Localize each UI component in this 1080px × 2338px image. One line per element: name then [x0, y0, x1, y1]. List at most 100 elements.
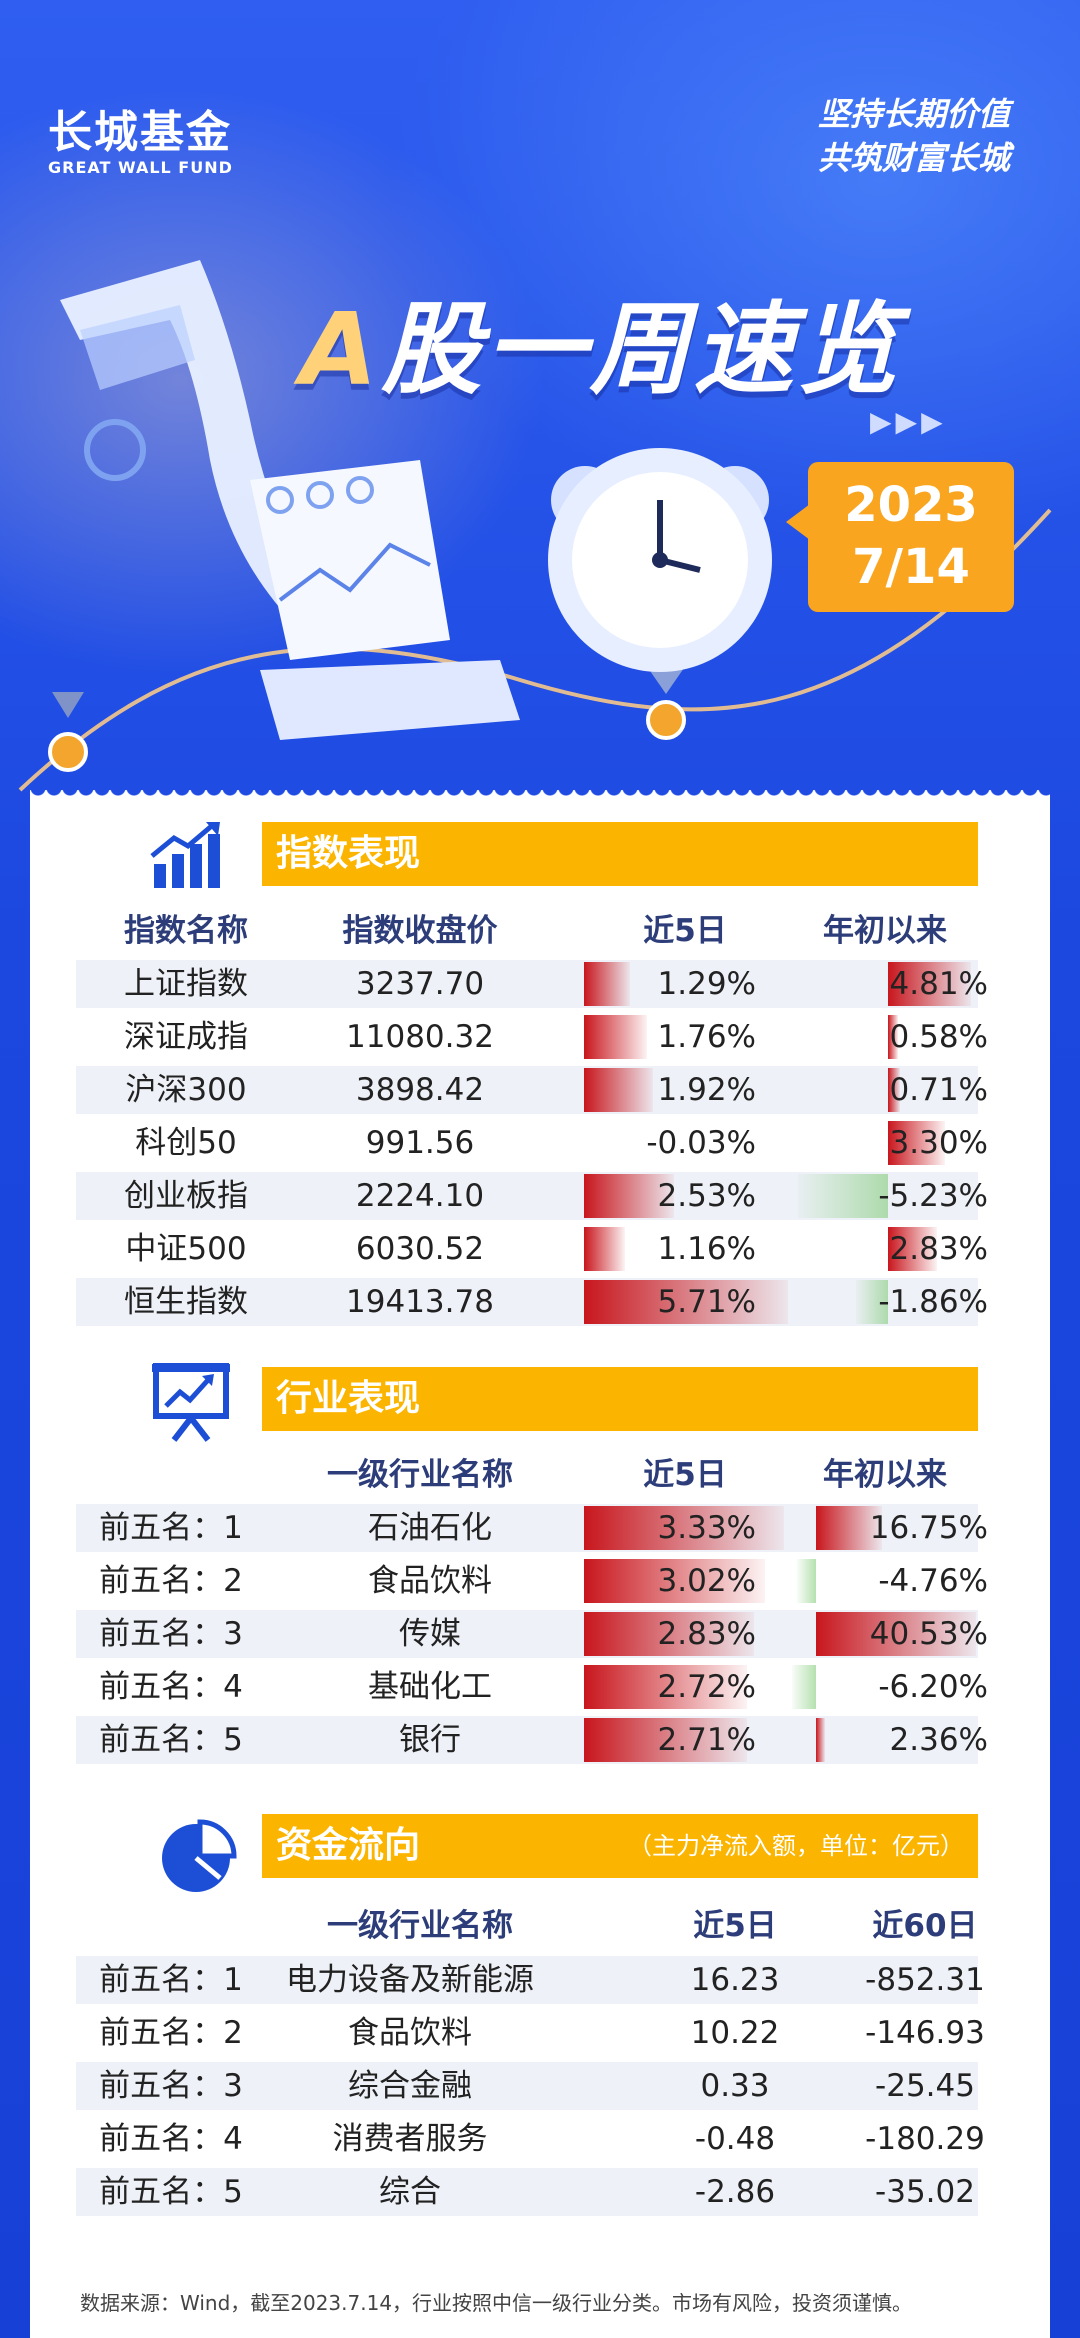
ytd-bar	[816, 1718, 826, 1762]
flow-cell-rank: 前五名：5	[99, 2174, 243, 2210]
index-cell-ytd: -5.23%	[878, 1178, 988, 1214]
industry-cell-rank: 前五名：2	[99, 1563, 243, 1599]
ytd-bar	[855, 1280, 888, 1324]
section-index-title: 指数表现	[262, 822, 978, 886]
table-row: 创业板指 2224.10 2.53% -5.23%	[76, 1172, 988, 1220]
page-title-prefix: A	[300, 291, 382, 408]
industry-cell-w5: 3.02%	[657, 1563, 756, 1599]
table-row: 前五名：5 银行 2.71% 2.36%	[76, 1716, 988, 1764]
flow-cell-d60: -25.45	[875, 2068, 975, 2104]
index-cell-close: 991.56	[365, 1125, 475, 1161]
index-cell-ytd: 4.81%	[889, 966, 988, 1002]
industry-cell-w5: 2.83%	[657, 1616, 756, 1652]
date-year: 2023	[844, 477, 978, 533]
table-row: 前五名：4 基础化工 2.72% -6.20%	[76, 1663, 988, 1711]
flow-header-col-2: 近60日	[872, 1908, 978, 1944]
index-cell-ytd: 0.71%	[889, 1072, 988, 1108]
flow-cell-rank: 前五名：2	[99, 2015, 243, 2051]
play-arrows-icon: ▶▶▶	[870, 405, 947, 438]
table-row: 前五名：3 传媒 2.83% 40.53%	[76, 1610, 988, 1658]
ytd-bar	[791, 1665, 816, 1709]
date-badge: 2023 7/14	[786, 462, 1014, 612]
index-cell-close: 2224.10	[355, 1178, 485, 1214]
pie-chart-icon	[162, 1819, 237, 1892]
flow-cell-d60: -180.29	[865, 2121, 985, 2157]
table-row: 科创50 991.56 -0.03% 3.30%	[76, 1119, 988, 1167]
flow-header-col-1: 近5日	[693, 1908, 777, 1944]
section-flow-title: 资金流向 （主力净流入额，单位：亿元）	[262, 1814, 978, 1878]
w5-bar	[584, 1015, 647, 1059]
industry-cell-name: 传媒	[399, 1616, 461, 1652]
date-day: 7/14	[852, 539, 970, 595]
industry-cell-name: 食品饮料	[368, 1563, 492, 1599]
section-industry-title: 行业表现	[262, 1367, 978, 1431]
section-flow-title-text: 资金流向	[276, 1825, 421, 1866]
flow-cell-rank: 前五名：1	[99, 1962, 243, 1998]
flow-header-col-0: 一级行业名称	[327, 1908, 513, 1944]
index-cell-w5: -0.03%	[646, 1125, 756, 1161]
index-cell-close: 19413.78	[346, 1284, 494, 1320]
index-header-col-0: 指数名称	[124, 913, 248, 949]
industry-cell-w5: 2.72%	[657, 1669, 756, 1705]
bar-chart-growth-icon	[150, 822, 220, 888]
table-row: 前五名：5 综合 -2.86 -35.02	[76, 2168, 978, 2216]
index-header-col-1: 指数收盘价	[342, 913, 498, 949]
brand-name-en: GREAT WALL FUND	[48, 158, 233, 177]
index-cell-name: 深证成指	[124, 1019, 248, 1055]
industry-cell-ytd: 2.36%	[889, 1722, 988, 1758]
industry-cell-w5: 3.33%	[657, 1510, 756, 1546]
industry-cell-ytd: 40.53%	[869, 1616, 988, 1652]
slogan: 坚持长期价值 共筑财富长城	[818, 92, 1010, 180]
flow-cell-w5: 0.33	[700, 2068, 770, 2104]
index-cell-close: 6030.52	[355, 1231, 485, 1267]
flow-cell-rank: 前五名：4	[99, 2121, 243, 2157]
flow-cell-name: 综合金融	[348, 2068, 472, 2104]
industry-cell-rank: 前五名：5	[99, 1722, 243, 1758]
decorative-illustration	[18, 260, 1052, 792]
table-row: 上证指数 3237.70 1.29% 4.81%	[76, 960, 988, 1008]
w5-bar	[584, 1280, 788, 1324]
index-header-col-3: 年初以来	[823, 913, 947, 949]
table-row: 前五名：1 石油石化 3.33% 16.75%	[76, 1504, 988, 1552]
w5-bar	[584, 1718, 747, 1762]
brand-logo: 长城基金 GREAT WALL FUND	[48, 107, 233, 178]
industry-cell-w5: 2.71%	[657, 1722, 756, 1758]
w5-bar	[584, 1174, 675, 1218]
slogan-line-2: 共筑财富长城	[817, 139, 1010, 177]
table-row: 中证500 6030.52 1.16% 2.83%	[76, 1225, 988, 1273]
page-title-rest: 股一周速览	[381, 291, 902, 408]
index-cell-w5: 1.92%	[657, 1072, 756, 1108]
index-cell-w5: 1.76%	[657, 1019, 756, 1055]
index-cell-w5: 5.71%	[657, 1284, 756, 1320]
index-cell-ytd: -1.86%	[878, 1284, 988, 1320]
index-cell-name: 沪深300	[125, 1072, 247, 1108]
presentation-board-icon	[152, 1363, 230, 1442]
index-header-col-2: 近5日	[643, 913, 727, 949]
flow-cell-w5: 16.23	[690, 1962, 780, 1998]
brand-name-cn: 长城基金	[48, 107, 232, 158]
page-title: A股一周速览	[300, 268, 901, 413]
index-cell-close: 3898.42	[355, 1072, 485, 1108]
flow-cell-w5: -0.48	[694, 2121, 776, 2157]
table-row: 前五名：2 食品饮料 3.02% -4.76%	[76, 1557, 988, 1605]
ytd-bar	[816, 1506, 883, 1550]
table-row: 前五名：2 食品饮料 10.22 -146.93	[76, 2009, 985, 2057]
index-cell-ytd: 3.30%	[889, 1125, 988, 1161]
ytd-bar	[888, 962, 971, 1006]
flow-cell-name: 消费者服务	[332, 2121, 488, 2157]
ytd-bar	[797, 1559, 816, 1603]
flow-cell-name: 食品饮料	[348, 2015, 472, 2051]
flow-cell-rank: 前五名：3	[99, 2068, 243, 2104]
table-row: 前五名：1 电力设备及新能源 16.23 -852.31	[76, 1956, 985, 2004]
index-cell-w5: 2.53%	[657, 1178, 756, 1214]
flow-cell-d60: -852.31	[865, 1962, 985, 1998]
footer-disclaimer: 数据来源：Wind，截至2023.7.14，行业按照中信一级行业分类。市场有风险…	[80, 2291, 913, 2315]
w5-bar	[584, 1612, 754, 1656]
industry-cell-name: 石油石化	[368, 1510, 492, 1546]
ytd-bar	[798, 1174, 888, 1218]
ytd-bar	[888, 1015, 898, 1059]
ytd-bar	[888, 1068, 901, 1112]
index-cell-w5: 1.16%	[657, 1231, 756, 1267]
flow-cell-d60: -146.93	[865, 2015, 985, 2051]
index-cell-w5: 1.29%	[657, 966, 756, 1002]
